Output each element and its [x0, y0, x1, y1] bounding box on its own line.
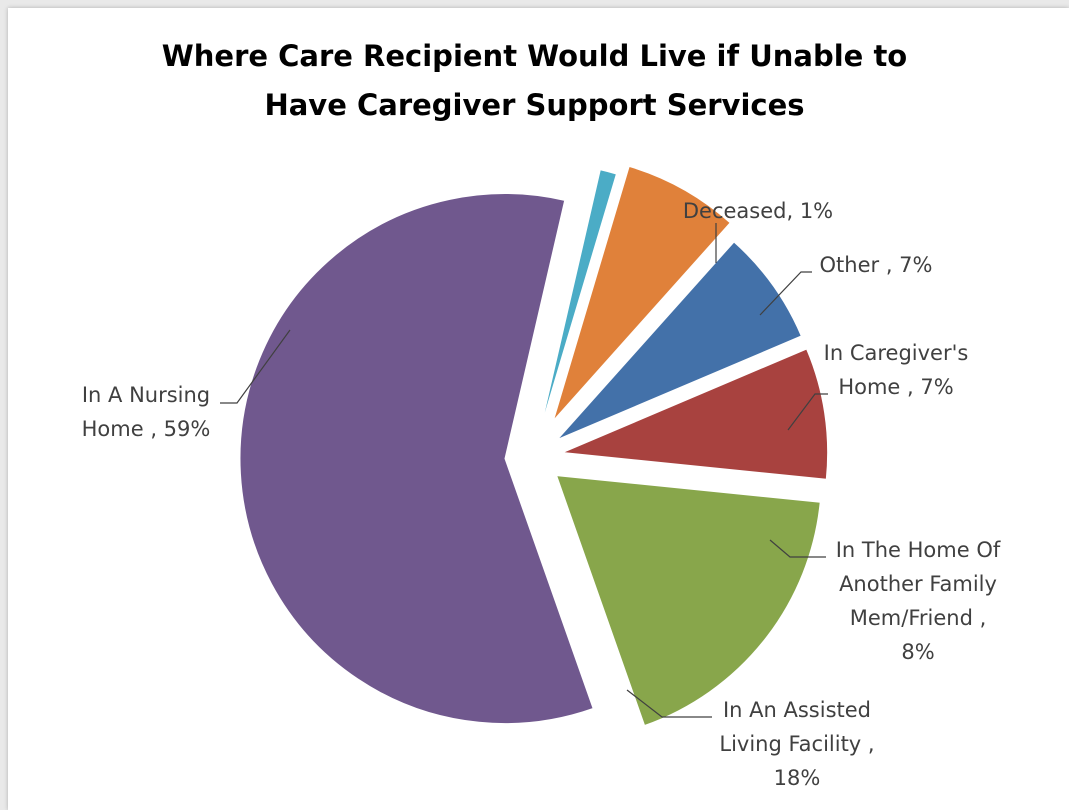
chart-title-line-1: Where Care Recipient Would Live if Unabl…	[161, 39, 908, 73]
pie-slice	[540, 169, 618, 429]
pie-slice	[562, 348, 829, 480]
slice-label-line: Other , 7%	[820, 253, 933, 277]
slice-label-line: In A Nursing	[82, 383, 210, 407]
slice-label: Other , 7%	[820, 253, 933, 277]
data-labels: Deceased, 1% Other , 7% In Caregiver's Home…	[82, 199, 1001, 790]
slice-label: In An Assisted Living Facility , 18%	[719, 698, 874, 790]
pie-slice	[553, 165, 731, 421]
slice-label-line: 18%	[774, 766, 821, 790]
slice-label: In A Nursing Home , 59%	[82, 383, 211, 441]
slice-label-line: Deceased, 1%	[683, 199, 833, 223]
slice-label: In The Home Of Another Family Mem/Friend ,…	[836, 538, 1001, 664]
chart-title: Where Care Recipient Would Live if Unabl…	[0, 32, 1069, 130]
slice-label-line: Another Family	[839, 572, 997, 596]
slice-label-line: Home , 7%	[838, 375, 953, 399]
leader-line	[787, 393, 828, 431]
pie-slice	[557, 241, 802, 440]
chart-title-line-2: Have Caregiver Support Services	[264, 88, 805, 122]
leader-lines	[220, 223, 828, 718]
slice-label-line: In Caregiver's	[824, 341, 969, 365]
leader-line	[759, 271, 812, 316]
slice-label: In Caregiver's Home , 7%	[824, 341, 969, 399]
slice-label-line: Home , 59%	[82, 417, 211, 441]
leader-line	[769, 539, 826, 558]
slice-label-line: In An Assisted	[723, 698, 871, 722]
pie-slices	[239, 165, 829, 727]
leader-line	[626, 689, 712, 718]
pie-slice	[239, 193, 594, 725]
slice-label: Deceased, 1%	[683, 199, 833, 223]
slice-label-line: In The Home Of	[836, 538, 1001, 562]
pie-slice	[555, 475, 821, 727]
slice-label-line: 8%	[901, 640, 934, 664]
slice-label-line: Living Facility ,	[719, 732, 874, 756]
slice-label-line: Mem/Friend ,	[850, 606, 987, 630]
leader-line	[220, 329, 291, 404]
